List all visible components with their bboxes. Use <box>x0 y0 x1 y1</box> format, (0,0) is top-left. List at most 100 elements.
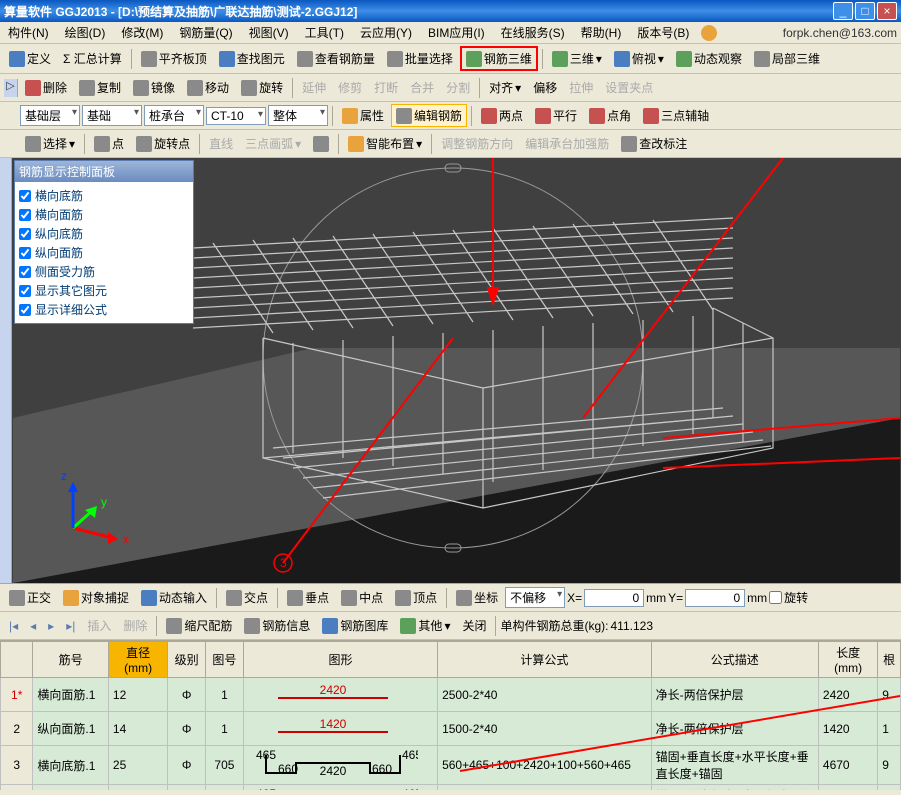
osnap-button[interactable]: 对象捕捉 <box>58 586 134 609</box>
edit-rebar-button[interactable]: 编辑钢筋 <box>391 104 467 127</box>
stretch-button[interactable]: 拉伸 <box>564 76 598 99</box>
chk-6[interactable]: 显示详细公式 <box>19 300 189 319</box>
3d-viewport[interactable]: 钢筋显示控制面板 横向底筋 横向面筋 纵向底筋 纵向面筋 侧面受力筋 显示其它图… <box>12 158 901 583</box>
ortho-button[interactable]: 正交 <box>4 586 56 609</box>
rebar-info-button[interactable]: 钢筋信息 <box>239 614 315 637</box>
intersect-button[interactable]: 交点 <box>221 586 273 609</box>
chk-0[interactable]: 横向底筋 <box>19 186 189 205</box>
col-dia[interactable]: 直径(mm) <box>108 642 167 678</box>
name-selector[interactable]: CT-10 <box>206 107 266 125</box>
perp-button[interactable]: 垂点 <box>282 586 334 609</box>
batch-select-button[interactable]: 批量选择 <box>382 47 458 70</box>
line-button[interactable]: 直线 <box>204 132 238 155</box>
rotate-check[interactable] <box>769 591 782 604</box>
nav-prev[interactable]: ◂ <box>25 616 41 636</box>
table-row[interactable]: 1*横向面筋.112Φ124202500-2*40净长-两倍保护层24209 <box>1 678 901 712</box>
menu-component[interactable]: 构件(N) <box>4 22 53 43</box>
menu-bim[interactable]: BIM应用(I) <box>424 22 489 43</box>
table-row[interactable]: 2纵向面筋.114Φ114201500-2*40净长-两倍保护层14201 <box>1 712 901 746</box>
type-selector[interactable]: 桩承台 <box>144 105 204 126</box>
join-button[interactable]: 合并 <box>405 76 439 99</box>
arc-button[interactable]: 三点画弧 ▾ <box>240 132 306 155</box>
col-name[interactable]: 筋号 <box>33 642 109 678</box>
col-idx[interactable] <box>1 642 33 678</box>
x-input[interactable]: 0 <box>584 589 644 607</box>
col-formula[interactable]: 计算公式 <box>438 642 652 678</box>
col-cnt[interactable]: 根 <box>878 642 901 678</box>
define-button[interactable]: 定义 <box>4 47 56 70</box>
dyn-input-button[interactable]: 动态输入 <box>136 586 212 609</box>
close-grid-button[interactable]: 关闭 <box>457 614 491 637</box>
adjust-dir-button[interactable]: 调整钢筋方向 <box>436 132 518 155</box>
select-button[interactable]: 选择 ▾ <box>20 132 80 155</box>
col-desc[interactable]: 公式描述 <box>651 642 818 678</box>
3d-button[interactable]: 三维 ▾ <box>547 47 607 70</box>
menu-help[interactable]: 帮助(H) <box>577 22 626 43</box>
minimize-button[interactable]: _ <box>833 2 853 20</box>
nav-next[interactable]: ▸ <box>43 616 59 636</box>
other-button[interactable]: 其他 ▾ <box>395 614 455 637</box>
grid-delete-button[interactable]: 删除 <box>118 614 152 637</box>
sidebar-toggle[interactable]: ▷ <box>4 79 18 97</box>
menu-rebar[interactable]: 钢筋量(Q) <box>175 22 236 43</box>
flat-slab-button[interactable]: 平齐板顶 <box>136 47 212 70</box>
offset-mode-select[interactable]: 不偏移 <box>505 587 565 608</box>
rebar-table[interactable]: 筋号 直径(mm) 级别 图号 图形 计算公式 公式描述 长度(mm) 根 1*… <box>0 641 901 790</box>
left-sidebar[interactable] <box>0 158 12 583</box>
table-row[interactable]: 3横向底筋.125Φ7054656602420660465560+465+100… <box>1 746 901 785</box>
col-grade[interactable]: 级别 <box>168 642 206 678</box>
ruler-button[interactable]: 缩尺配筋 <box>161 614 237 637</box>
menu-cloud[interactable]: 云应用(Y) <box>356 22 416 43</box>
rotate-pt-button[interactable]: 旋转点 <box>131 132 195 155</box>
col-shape[interactable]: 图形 <box>243 642 437 678</box>
y-input[interactable]: 0 <box>685 589 745 607</box>
user-email[interactable]: forpk.chen@163.com <box>783 26 897 40</box>
endpoint-button[interactable]: 顶点 <box>390 586 442 609</box>
rotate-button[interactable]: 旋转 <box>236 76 288 99</box>
three-point-button[interactable]: 三点辅轴 <box>638 104 714 127</box>
copy-button[interactable]: 复制 <box>74 76 126 99</box>
rebar-display-panel[interactable]: 钢筋显示控制面板 横向底筋 横向面筋 纵向底筋 纵向面筋 侧面受力筋 显示其它图… <box>14 160 194 324</box>
chk-2[interactable]: 纵向底筋 <box>19 224 189 243</box>
rebar-3d-button[interactable]: 钢筋三维 <box>460 46 538 71</box>
point-button[interactable]: 点 <box>89 132 129 155</box>
find-elem-button[interactable]: 查找图元 <box>214 47 290 70</box>
trim-button[interactable]: 修剪 <box>333 76 367 99</box>
col-fig[interactable]: 图号 <box>206 642 244 678</box>
nav-last[interactable]: ▸| <box>61 616 80 636</box>
table-row[interactable]: 4纵向底筋.125Φ7054656601420660465560+465+100… <box>1 785 901 791</box>
two-point-button[interactable]: 两点 <box>476 104 528 127</box>
point-angle-button[interactable]: 点角 <box>584 104 636 127</box>
menu-tools[interactable]: 工具(T) <box>301 22 348 43</box>
dyn-observe-button[interactable]: 动态观察 <box>671 47 747 70</box>
col-len[interactable]: 长度(mm) <box>818 642 877 678</box>
coord-button[interactable]: 坐标 <box>451 586 503 609</box>
menu-modify[interactable]: 修改(M) <box>117 22 167 43</box>
local-3d-button[interactable]: 局部三维 <box>749 47 825 70</box>
align-button[interactable]: 对齐 ▾ <box>484 76 526 99</box>
offset-button[interactable]: 偏移 <box>528 76 562 99</box>
side-view-button[interactable]: 俯视 ▾ <box>609 47 669 70</box>
split-button[interactable]: 分割 <box>441 76 475 99</box>
extend-button[interactable]: 延伸 <box>297 76 331 99</box>
chk-4[interactable]: 侧面受力筋 <box>19 262 189 281</box>
mid-button[interactable]: 中点 <box>336 586 388 609</box>
props-button[interactable]: 属性 <box>337 104 389 127</box>
category-selector[interactable]: 基础 <box>82 105 142 126</box>
nav-first[interactable]: |◂ <box>4 616 23 636</box>
chk-1[interactable]: 横向面筋 <box>19 205 189 224</box>
menu-view[interactable]: 视图(V) <box>245 22 293 43</box>
parallel-button[interactable]: 平行 <box>530 104 582 127</box>
rebar-lib-button[interactable]: 钢筋图库 <box>317 614 393 637</box>
insert-button[interactable]: 插入 <box>82 614 116 637</box>
mirror-button[interactable]: 镜像 <box>128 76 180 99</box>
edit-strength-button[interactable]: 编辑承台加强筋 <box>520 132 614 155</box>
smart-layout-button[interactable]: 智能布置 ▾ <box>343 132 427 155</box>
delete-button[interactable]: 删除 <box>20 76 72 99</box>
menu-online[interactable]: 在线服务(S) <box>497 22 569 43</box>
set-pin-button[interactable]: 设置夹点 <box>600 76 658 99</box>
close-button[interactable]: × <box>877 2 897 20</box>
view-rebar-button[interactable]: 查看钢筋量 <box>292 47 380 70</box>
break-button[interactable]: 打断 <box>369 76 403 99</box>
menu-draw[interactable]: 绘图(D) <box>61 22 110 43</box>
